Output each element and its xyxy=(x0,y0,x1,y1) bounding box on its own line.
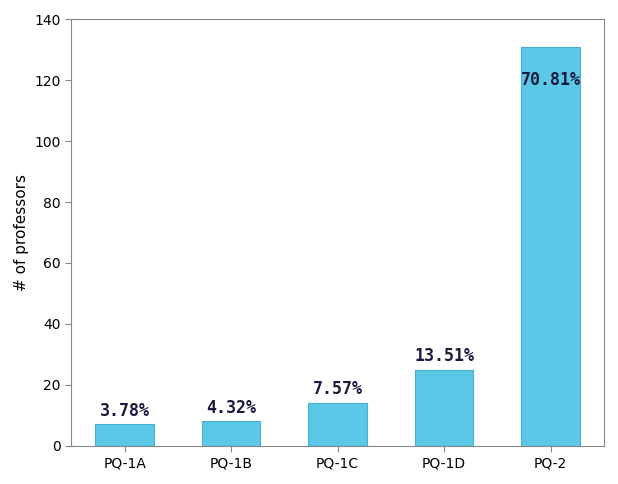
Text: 70.81%: 70.81% xyxy=(520,71,580,89)
Bar xyxy=(415,370,473,446)
Text: 3.78%: 3.78% xyxy=(99,402,150,420)
Text: 7.57%: 7.57% xyxy=(313,380,363,398)
Y-axis label: # of professors: # of professors xyxy=(14,174,29,291)
Text: 13.51%: 13.51% xyxy=(414,347,474,365)
Bar xyxy=(308,403,367,446)
Text: 4.32%: 4.32% xyxy=(206,399,256,417)
Bar xyxy=(522,47,580,446)
Bar xyxy=(95,424,154,446)
Bar xyxy=(202,422,260,446)
